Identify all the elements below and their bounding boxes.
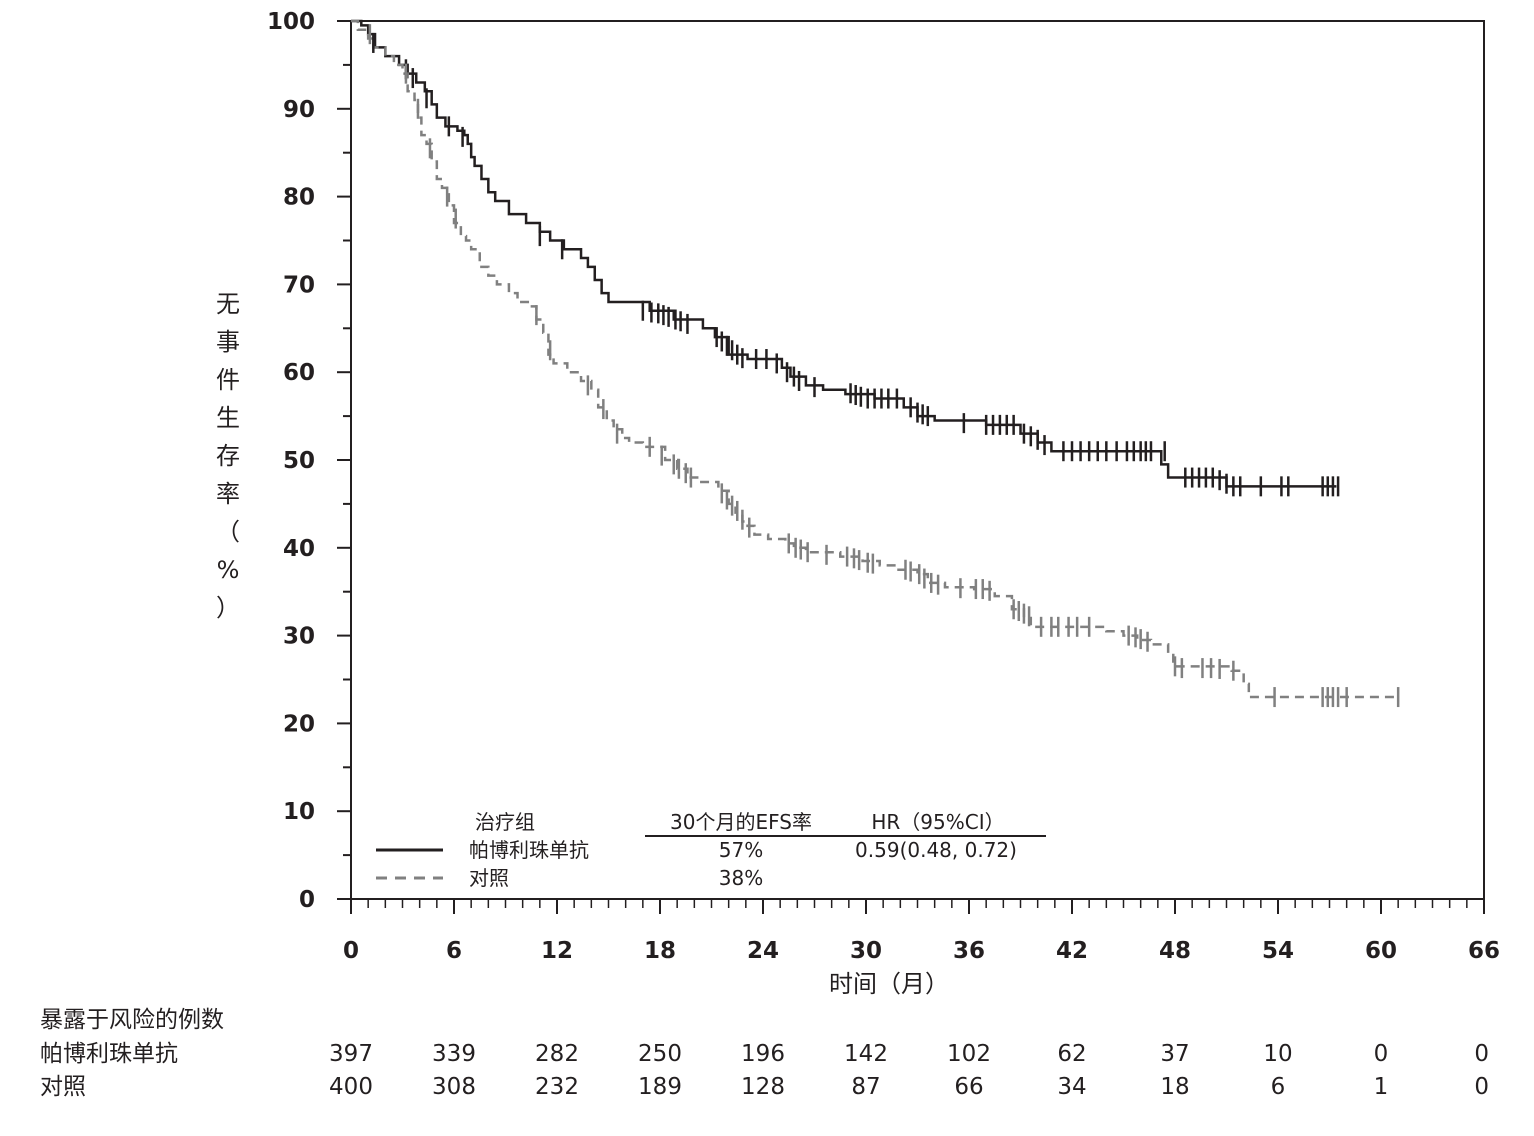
x-tick-labels: 0 6 12 18 24 30 36 42 48 54 60 66 — [343, 938, 1500, 964]
censor-marks — [368, 24, 1400, 708]
risk-count: 250 — [638, 1041, 682, 1067]
y-tick-label: 10 — [283, 799, 315, 825]
risk-table-title: 暴露于风险的例数 — [40, 1007, 224, 1033]
legend-efs-rate: 57% — [719, 838, 763, 862]
y-tick-label: 80 — [283, 185, 315, 211]
risk-count: 102 — [947, 1041, 991, 1067]
survival-curves — [351, 19, 1399, 699]
risk-count: 282 — [535, 1041, 579, 1067]
x-tick-label: 36 — [953, 938, 985, 964]
legend-efs-rate: 38% — [719, 866, 763, 890]
risk-row-label: 对照 — [40, 1074, 86, 1100]
risk-count: 0 — [1474, 1074, 1489, 1100]
x-tick-label: 12 — [541, 938, 573, 964]
risk-row-label: 帕博利珠单抗 — [40, 1041, 178, 1067]
risk-count: 339 — [432, 1041, 476, 1067]
axes — [350, 20, 1485, 900]
legend-series-name: 帕博利珠单抗 — [469, 838, 589, 862]
series-line-1 — [351, 19, 1399, 699]
legend-header: 30个月的EFS率 — [670, 810, 812, 834]
risk-count: 66 — [954, 1074, 983, 1100]
x-tick-label: 54 — [1262, 938, 1294, 964]
legend-series-name: 对照 — [469, 866, 509, 890]
risk-count: 0 — [1474, 1041, 1489, 1067]
series-line-0 — [351, 19, 1337, 488]
risk-count: 18 — [1160, 1074, 1189, 1100]
risk-count: 62 — [1057, 1041, 1086, 1067]
y-axis-title: 无事件生存率（%） — [216, 290, 240, 622]
y-tick-label: 40 — [283, 536, 315, 562]
x-tick-label: 42 — [1056, 938, 1088, 964]
y-tick-label: 0 — [299, 887, 315, 913]
x-tick-label: 48 — [1159, 938, 1191, 964]
risk-count: 308 — [432, 1074, 476, 1100]
y-tick-label: 100 — [267, 9, 315, 35]
risk-count: 0 — [1374, 1041, 1389, 1067]
risk-count: 10 — [1263, 1041, 1292, 1067]
y-tick-label: 90 — [283, 97, 315, 123]
x-tick-label: 66 — [1468, 938, 1500, 964]
y-tick-label: 60 — [283, 360, 315, 386]
legend-header: 治疗组 — [475, 810, 535, 834]
x-tick-label: 24 — [747, 938, 779, 964]
risk-count: 189 — [638, 1074, 682, 1100]
risk-count: 232 — [535, 1074, 579, 1100]
y-tick-labels: 0 10 20 30 40 50 60 70 80 90 100 — [267, 9, 315, 913]
y-tick-label: 20 — [283, 711, 315, 737]
risk-count: 37 — [1160, 1041, 1189, 1067]
risk-count: 34 — [1057, 1074, 1086, 1100]
y-tick-label: 70 — [283, 272, 315, 298]
tick-marks — [337, 20, 1485, 914]
risk-count: 6 — [1271, 1074, 1286, 1100]
axis-titles: 时间（月） 无事件生存率（%） — [216, 290, 949, 998]
legend: 治疗组 30个月的EFS率 HR（95%CI） 帕博利珠单抗 57% 0.59(0.48,… — [376, 810, 1046, 890]
legend-hr: 0.59(0.48, 0.72) — [855, 838, 1017, 862]
x-tick-label: 6 — [446, 938, 462, 964]
risk-count: 128 — [741, 1074, 785, 1100]
x-axis-title: 时间（月） — [829, 970, 949, 998]
risk-count: 1 — [1374, 1074, 1389, 1100]
y-tick-label: 50 — [283, 448, 315, 474]
risk-count: 87 — [851, 1074, 880, 1100]
x-tick-label: 0 — [343, 938, 359, 964]
y-tick-label: 30 — [283, 624, 315, 650]
x-tick-label: 60 — [1365, 938, 1397, 964]
risk-count: 400 — [329, 1074, 373, 1100]
risk-count: 196 — [741, 1041, 785, 1067]
plot-frame — [350, 20, 1485, 900]
risk-count: 397 — [329, 1041, 373, 1067]
risk-count: 142 — [844, 1041, 888, 1067]
x-tick-label: 30 — [850, 938, 882, 964]
legend-header: HR（95%CI） — [871, 810, 1004, 834]
x-tick-label: 18 — [644, 938, 676, 964]
